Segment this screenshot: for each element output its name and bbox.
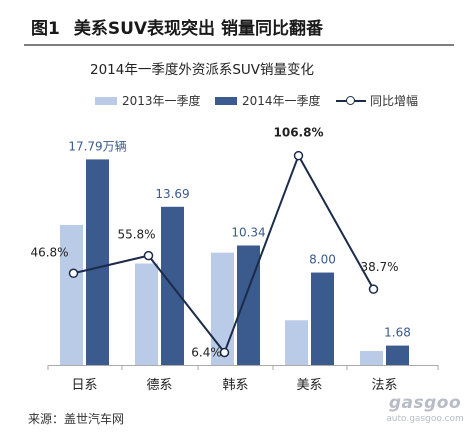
bar-2014 bbox=[86, 159, 109, 365]
bar-2013 bbox=[60, 224, 83, 365]
growth-point bbox=[143, 250, 154, 261]
figure-title-text: 美系SUV表现突出 销量同比翻番 bbox=[73, 19, 323, 39]
figure-title: 图1 美系SUV表现突出 销量同比翻番 bbox=[31, 14, 323, 39]
growth-point bbox=[68, 268, 79, 279]
bar-2013 bbox=[360, 351, 383, 365]
legend-item-2014: 2014年一季度 bbox=[215, 92, 321, 109]
bar-value-label-2014: 1.68 bbox=[384, 326, 411, 340]
x-tick-label: 日系 bbox=[71, 378, 97, 393]
legend-line-marker-icon bbox=[336, 95, 366, 107]
bar-value-label-2014: 17.79万辆 bbox=[68, 139, 126, 153]
bar-2013 bbox=[135, 263, 158, 365]
bar-2014 bbox=[237, 245, 260, 365]
x-tick-label: 韩系 bbox=[222, 378, 248, 393]
watermark-logo: gasgoo bbox=[388, 393, 462, 413]
legend-label-growth: 同比增幅 bbox=[370, 94, 419, 108]
bar-2013 bbox=[211, 252, 234, 365]
bar-2014 bbox=[386, 345, 409, 365]
legend-item-2013: 2013年一季度 bbox=[95, 92, 201, 109]
growth-value-label: 55.8% bbox=[117, 228, 155, 242]
legend-label-2014: 2014年一季度 bbox=[242, 94, 321, 108]
x-tick-label: 美系 bbox=[296, 378, 322, 393]
title-divider bbox=[24, 44, 454, 46]
bar-value-label-2014: 8.00 bbox=[309, 253, 336, 267]
growth-value-label: 38.7% bbox=[360, 260, 398, 274]
figure-number: 图1 bbox=[31, 19, 60, 39]
chart-subtitle: 2014年一季度外资派系SUV销量变化 bbox=[90, 62, 315, 78]
watermark: gasgoo auto.gasgoo.com bbox=[380, 395, 470, 435]
legend-swatch-2013 bbox=[95, 96, 117, 105]
watermark-url: auto.gasgoo.com bbox=[386, 414, 464, 424]
growth-value-label: 106.8% bbox=[274, 126, 324, 140]
bar-2014 bbox=[311, 272, 334, 365]
x-tick-label: 法系 bbox=[371, 378, 397, 393]
chart-legend: 2013年一季度 2014年一季度 同比增幅 bbox=[0, 92, 473, 108]
bar-value-label-2014: 13.69 bbox=[155, 187, 189, 201]
legend-swatch-2014 bbox=[215, 96, 237, 105]
growth-point bbox=[368, 284, 379, 294]
source-note: 来源：盖世汽车网 bbox=[28, 412, 125, 426]
growth-point bbox=[293, 150, 304, 161]
growth-value-label: 6.4% bbox=[191, 345, 222, 359]
legend-item-growth: 同比增幅 bbox=[336, 92, 418, 109]
legend-label-2013: 2013年一季度 bbox=[122, 94, 201, 108]
bar-value-label-2014: 10.34 bbox=[231, 226, 265, 240]
x-tick-label: 德系 bbox=[146, 378, 172, 393]
bar-2013 bbox=[285, 320, 308, 365]
growth-value-label: 46.8% bbox=[30, 245, 68, 259]
growth-point bbox=[219, 347, 230, 358]
